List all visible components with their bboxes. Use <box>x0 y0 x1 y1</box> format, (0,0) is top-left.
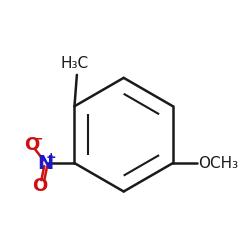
Text: H₃C: H₃C <box>60 56 88 71</box>
Text: N: N <box>37 154 54 172</box>
Text: OCH₃: OCH₃ <box>198 156 238 170</box>
Text: −: − <box>33 133 43 146</box>
Text: +: + <box>46 151 56 164</box>
Text: O: O <box>24 136 40 154</box>
Text: O: O <box>32 177 48 195</box>
